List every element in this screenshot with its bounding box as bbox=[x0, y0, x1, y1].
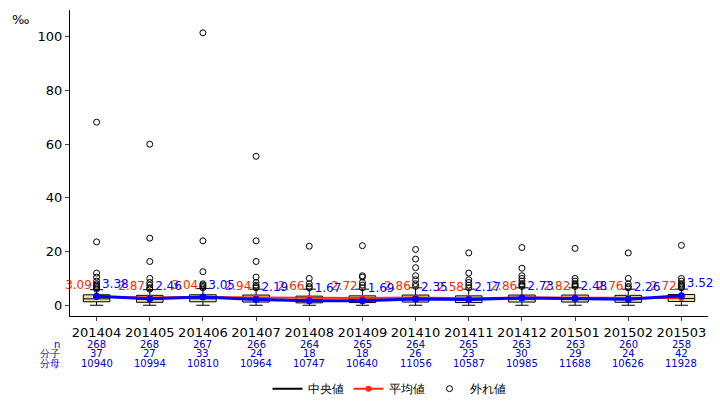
svg-text:40: 40 bbox=[46, 190, 63, 205]
svg-text:3.09: 3.09 bbox=[65, 278, 92, 292]
svg-text:2.72: 2.72 bbox=[331, 279, 358, 293]
svg-text:260: 260 bbox=[619, 339, 638, 350]
svg-text:外れ値: 外れ値 bbox=[470, 382, 506, 396]
svg-text:2.73: 2.73 bbox=[527, 279, 554, 293]
svg-text:10810: 10810 bbox=[187, 358, 219, 369]
svg-text:201410: 201410 bbox=[391, 325, 441, 340]
svg-text:265: 265 bbox=[459, 339, 478, 350]
svg-text:2.76: 2.76 bbox=[597, 279, 624, 293]
svg-text:24: 24 bbox=[622, 348, 635, 359]
svg-text:42: 42 bbox=[675, 348, 688, 359]
svg-text:100: 100 bbox=[38, 29, 63, 44]
svg-text:201411: 201411 bbox=[444, 325, 494, 340]
svg-text:30: 30 bbox=[515, 348, 528, 359]
svg-text:29: 29 bbox=[569, 348, 582, 359]
svg-text:10587: 10587 bbox=[453, 358, 485, 369]
svg-text:201407: 201407 bbox=[231, 325, 281, 340]
svg-text:268: 268 bbox=[140, 339, 159, 350]
svg-text:分子: 分子 bbox=[40, 348, 60, 359]
svg-text:264: 264 bbox=[406, 339, 425, 350]
svg-text:201503: 201503 bbox=[657, 325, 707, 340]
svg-text:26: 26 bbox=[409, 348, 422, 359]
svg-text:18: 18 bbox=[303, 348, 316, 359]
svg-text:平均値: 平均値 bbox=[389, 382, 425, 396]
svg-text:2.46: 2.46 bbox=[155, 279, 182, 293]
svg-text:2.94: 2.94 bbox=[225, 279, 252, 293]
svg-text:中央値: 中央値 bbox=[308, 382, 344, 396]
svg-text:2.58: 2.58 bbox=[437, 280, 464, 294]
svg-text:1.69: 1.69 bbox=[368, 281, 395, 295]
svg-text:263: 263 bbox=[566, 339, 585, 350]
svg-text:80: 80 bbox=[46, 83, 63, 98]
svg-text:267: 267 bbox=[193, 339, 212, 350]
svg-text:11056: 11056 bbox=[400, 358, 432, 369]
svg-text:10747: 10747 bbox=[293, 358, 325, 369]
svg-text:201408: 201408 bbox=[284, 325, 334, 340]
svg-text:20: 20 bbox=[46, 244, 63, 259]
svg-text:10964: 10964 bbox=[240, 358, 272, 369]
svg-text:2.66: 2.66 bbox=[278, 279, 305, 293]
svg-text:201412: 201412 bbox=[497, 325, 547, 340]
svg-text:3.52: 3.52 bbox=[687, 276, 714, 290]
svg-text:18: 18 bbox=[356, 348, 369, 359]
svg-text:3.05: 3.05 bbox=[208, 278, 235, 292]
svg-text:10994: 10994 bbox=[134, 358, 166, 369]
svg-text:3.04: 3.04 bbox=[171, 278, 198, 292]
svg-text:1.67: 1.67 bbox=[315, 281, 342, 295]
svg-text:60: 60 bbox=[46, 137, 63, 152]
svg-text:258: 258 bbox=[672, 339, 691, 350]
svg-text:201502: 201502 bbox=[603, 325, 653, 340]
svg-text:266: 266 bbox=[247, 339, 266, 350]
svg-text:2.17: 2.17 bbox=[474, 280, 501, 294]
svg-text:2.48: 2.48 bbox=[580, 279, 607, 293]
svg-text:201404: 201404 bbox=[72, 325, 122, 340]
svg-text:201501: 201501 bbox=[550, 325, 600, 340]
svg-text:n: n bbox=[54, 339, 60, 350]
svg-text:33: 33 bbox=[196, 348, 209, 359]
svg-text:201405: 201405 bbox=[125, 325, 175, 340]
svg-text:0: 0 bbox=[54, 298, 62, 313]
svg-text:268: 268 bbox=[87, 339, 106, 350]
svg-text:201409: 201409 bbox=[338, 325, 388, 340]
svg-text:10626: 10626 bbox=[612, 358, 644, 369]
svg-text:2.72: 2.72 bbox=[650, 279, 677, 293]
svg-text:‰: ‰ bbox=[12, 12, 29, 27]
svg-text:37: 37 bbox=[90, 348, 103, 359]
svg-text:10985: 10985 bbox=[506, 358, 538, 369]
svg-text:2.19: 2.19 bbox=[261, 280, 288, 294]
svg-text:27: 27 bbox=[143, 348, 156, 359]
svg-text:10640: 10640 bbox=[346, 358, 378, 369]
svg-text:201406: 201406 bbox=[178, 325, 228, 340]
svg-text:23: 23 bbox=[462, 348, 475, 359]
svg-text:11688: 11688 bbox=[559, 358, 591, 369]
svg-text:264: 264 bbox=[300, 339, 319, 350]
svg-text:2.35: 2.35 bbox=[421, 280, 448, 294]
svg-text:11928: 11928 bbox=[665, 358, 697, 369]
svg-text:10940: 10940 bbox=[81, 358, 113, 369]
svg-text:2.82: 2.82 bbox=[544, 279, 571, 293]
svg-text:2.26: 2.26 bbox=[634, 280, 661, 294]
svg-text:24: 24 bbox=[250, 348, 263, 359]
svg-text:3.38: 3.38 bbox=[102, 277, 129, 291]
svg-text:2.87: 2.87 bbox=[118, 279, 145, 293]
svg-text:分母: 分母 bbox=[40, 358, 60, 369]
svg-text:2.86: 2.86 bbox=[384, 279, 411, 293]
svg-text:263: 263 bbox=[512, 339, 531, 350]
svg-text:265: 265 bbox=[353, 339, 372, 350]
svg-text:2.86: 2.86 bbox=[490, 279, 517, 293]
